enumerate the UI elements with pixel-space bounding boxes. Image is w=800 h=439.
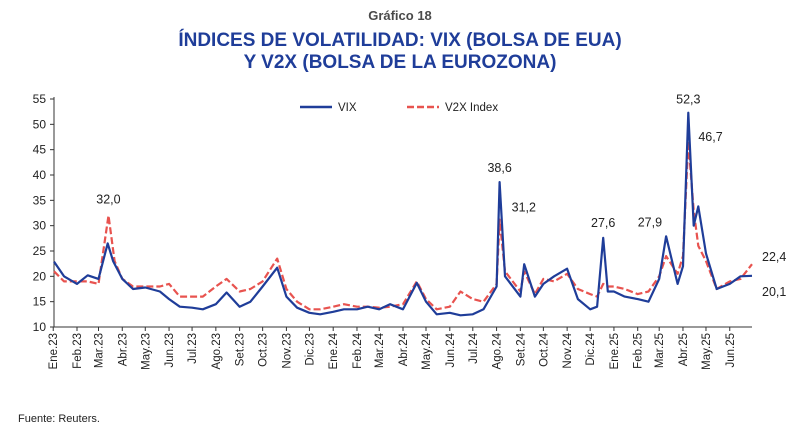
data-label: 27,9 (638, 215, 662, 229)
chart-annotations: 32,0 38,6 31,2 27,6 27,9 52,3 46,7 22,4 20,1 (96, 93, 786, 299)
x-tick-label: Abr.25 (678, 333, 690, 366)
data-label: 32,0 (96, 193, 120, 207)
data-label: 46,7 (698, 130, 722, 144)
data-label: 20,1 (762, 285, 786, 299)
x-tick-label: Oct.24 (538, 332, 550, 366)
x-tick-label: Feb.23 (72, 333, 84, 369)
x-tick-label: Set.23 (235, 333, 247, 366)
x-tick-label: Jul.24 (468, 332, 480, 363)
y-tick-label: 40 (33, 168, 47, 182)
v2x-series-line (53, 140, 753, 311)
x-tick-label: Nov.24 (562, 332, 574, 368)
chart-title-line-1: ÍNDICES DE VOLATILIDAD: VIX (BOLSA DE EU… (178, 30, 622, 51)
x-tick-label: Ene.24 (328, 332, 340, 369)
data-label: 38,6 (487, 161, 511, 175)
y-tick-label: 55 (33, 92, 47, 106)
chart-title: ÍNDICES DE VOLATILIDAD: VIX (BOLSA DE EU… (0, 30, 800, 74)
x-tick-label: Mar.24 (374, 332, 386, 368)
x-tick-label: Ene.25 (609, 333, 621, 369)
x-tick-label: Nov.23 (281, 333, 293, 369)
x-tick-label: Jun.23 (164, 333, 176, 368)
chart-number: Gráfico 18 (368, 8, 432, 23)
chart-title-line-2: Y V2X (BOLSA DE LA EUROZONA) (243, 52, 557, 73)
x-tick-label: May.23 (140, 333, 152, 370)
x-tick-label: Jun.24 (445, 332, 457, 367)
y-tick-label: 50 (33, 117, 47, 131)
data-label: 22,4 (762, 250, 786, 264)
x-tick-label: Feb.25 (633, 333, 645, 369)
x-tick-label: Oct.23 (258, 333, 270, 367)
data-label: 27,6 (591, 216, 615, 230)
data-label: 31,2 (512, 201, 536, 215)
x-tick-label: Jul.23 (187, 333, 199, 364)
x-tick-label: May.24 (421, 332, 433, 369)
data-label: 52,3 (676, 93, 700, 107)
chart-axes: 10 15 20 25 30 35 40 45 50 55 Ene.23 Feb.23 Mar.23 Ab… (33, 92, 752, 370)
x-tick-label: Dic.23 (304, 333, 316, 366)
source-note: Fuente: Reuters. (18, 413, 100, 425)
y-tick-label: 45 (33, 143, 47, 157)
y-tick-label: 25 (33, 244, 47, 258)
y-tick-label: 35 (33, 193, 47, 207)
y-tick-label: 30 (33, 219, 47, 233)
x-tick-label: Mar.25 (654, 333, 666, 368)
x-tick-label: Jun.25 (725, 333, 737, 368)
y-tick-label: 20 (33, 269, 47, 283)
x-tick-label: Mar.23 (93, 333, 105, 368)
legend-label-vix: VIX (338, 102, 357, 114)
x-tick-label: Dic.24 (585, 332, 597, 365)
chart-series (53, 111, 753, 317)
x-tick-label: Feb.24 (352, 332, 364, 368)
x-tick-label: Ago.23 (211, 333, 223, 369)
x-tick-label: Ago.24 (492, 332, 504, 369)
y-tick-label: 10 (33, 320, 47, 334)
vix-series-line (53, 111, 753, 317)
x-tick-label: Abr.23 (117, 333, 129, 366)
x-tick-label: May.25 (701, 333, 713, 370)
legend-label-v2x: V2X Index (445, 102, 498, 114)
x-tick-label: Ene.23 (48, 333, 60, 369)
x-tick-label: Abr.24 (398, 332, 410, 366)
y-tick-label: 15 (33, 295, 47, 309)
chart-legend: VIX V2X Index (300, 102, 498, 114)
x-tick-label: Set.24 (515, 332, 527, 366)
